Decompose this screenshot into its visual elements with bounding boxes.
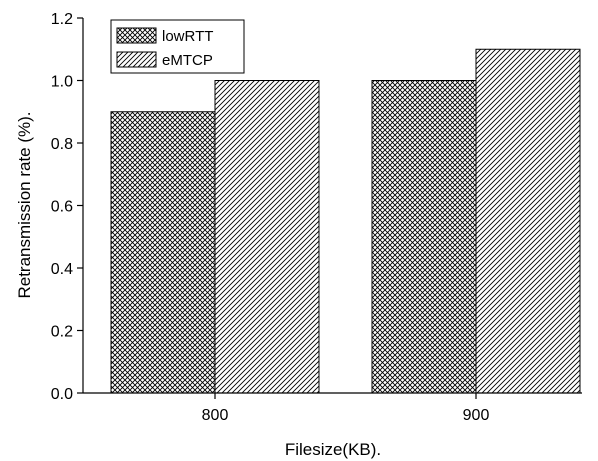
y-ticks: 0.0 0.2 0.4 0.6 0.8 1.0 1.2: [51, 11, 83, 403]
y-axis-title: Retransmission rate (%).: [15, 111, 34, 298]
y-tick-label: 0.0: [51, 386, 73, 403]
bar-lowrtt-800: [110, 111, 216, 394]
bar-lowrtt-900: [371, 80, 477, 394]
bars-layer: [110, 48, 581, 394]
x-ticks: 800 900: [202, 393, 490, 424]
y-tick-label: 1.2: [51, 11, 73, 28]
y-tick-label: 0.4: [51, 261, 73, 278]
y-tick-label: 0.8: [51, 136, 73, 153]
legend-swatch-lowrtt: [116, 27, 157, 44]
legend: lowRTT eMTCP: [110, 19, 245, 74]
legend-label-emtcp: eMTCP: [162, 52, 213, 69]
legend-label-lowrtt: lowRTT: [162, 28, 213, 45]
bar-emtcp-900: [475, 48, 581, 394]
x-axis-title: Filesize(KB).: [285, 440, 381, 459]
y-tick-label: 0.6: [51, 199, 73, 216]
bar-emtcp-800: [214, 80, 320, 394]
x-tick-label: 900: [463, 407, 490, 424]
y-tick-label: 1.0: [51, 74, 73, 91]
y-tick-label: 0.2: [51, 324, 73, 341]
x-tick-label: 800: [202, 407, 229, 424]
legend-swatch-emtcp: [116, 51, 157, 68]
